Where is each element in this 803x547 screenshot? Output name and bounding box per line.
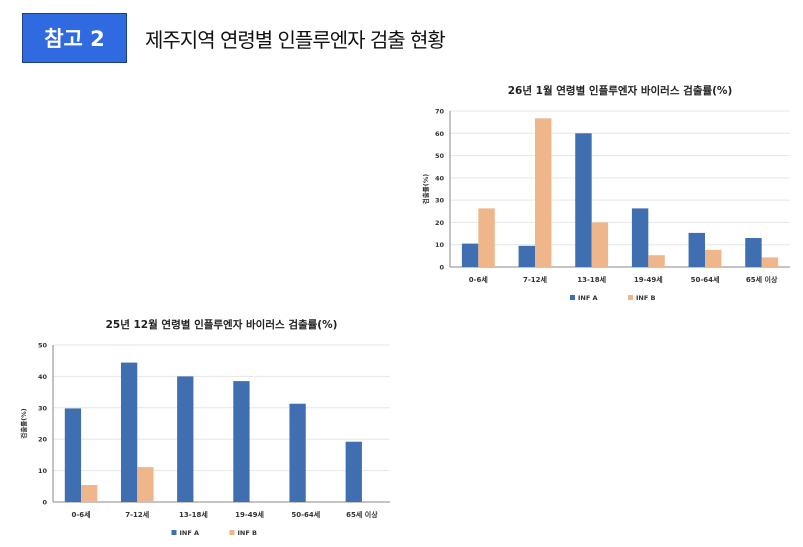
y-tick-label: 0 [439,264,444,272]
bar-inf-b [81,485,98,502]
bar-inf-a [64,408,82,502]
y-tick-label: 20 [38,436,48,444]
x-category-label: 50-64세 [291,510,320,519]
x-category-label: 13-18세 [179,510,208,519]
chart-title: 26년 1월 연령별 인플루엔자 바이러스 검출률(%) [508,84,733,97]
y-tick-label: 40 [435,174,445,182]
legend-label: INF B [636,294,656,302]
bar-inf-b [478,208,495,267]
bar-inf-a [177,376,194,502]
bar-inf-b [648,255,665,267]
y-tick-label: 30 [38,404,48,412]
x-category-label: 65세 이상 [746,275,778,284]
bar-inf-a [289,403,306,502]
x-category-label: 0-6세 [72,510,91,519]
x-category-label: 65세 이상 [346,510,378,519]
y-axis-label: 검출률(%) [19,408,28,438]
bar-inf-b [535,118,552,268]
y-tick-label: 0 [42,499,47,507]
bar-inf-a [461,243,479,267]
x-category-label: 19-49세 [634,275,663,284]
bar-inf-a [745,238,762,267]
chart-title: 25년 12월 연령별 인플루엔자 바이러스 검출률(%) [106,318,338,331]
x-category-label: 0-6세 [469,275,488,284]
y-tick-label: 10 [38,467,48,475]
bar-inf-b [137,467,154,502]
bar-inf-a [233,381,250,502]
y-tick-label: 60 [435,130,445,138]
legend-label: INF A [578,294,598,302]
bar-inf-b [761,257,779,267]
legend-label: INF A [180,529,200,537]
bar-inf-b [591,222,609,267]
bar-inf-a [120,362,138,502]
legend-label: INF B [238,529,258,537]
x-category-label: 7-12세 [523,275,547,284]
x-category-label: 50-64세 [691,275,720,284]
page-title: 제주지역 연령별 인플루엔자 검출 현황 [145,28,446,52]
y-tick-label: 10 [435,241,445,249]
bar-inf-a [631,208,649,267]
legend-swatch [570,295,575,300]
y-tick-label: 30 [435,197,445,205]
y-tick-label: 40 [38,373,48,381]
legend-swatch [229,530,235,535]
reference-badge: 참고 2 [22,13,127,63]
y-tick-label: 50 [435,152,445,160]
bar-inf-b [705,249,722,267]
bar-inf-a [688,232,705,267]
bar-inf-a [345,441,362,502]
y-tick-label: 50 [38,342,48,350]
bar-inf-a [518,245,535,267]
x-category-label: 19-49세 [235,510,264,519]
bar-inf-a [575,133,592,267]
x-category-label: 13-18세 [577,275,606,284]
legend-swatch [171,530,177,535]
legend-swatch [628,295,633,300]
x-category-label: 7-12세 [125,510,149,519]
y-tick-label: 70 [435,108,445,116]
y-axis-label: 검출률(%) [421,174,430,204]
y-tick-label: 20 [435,219,445,227]
